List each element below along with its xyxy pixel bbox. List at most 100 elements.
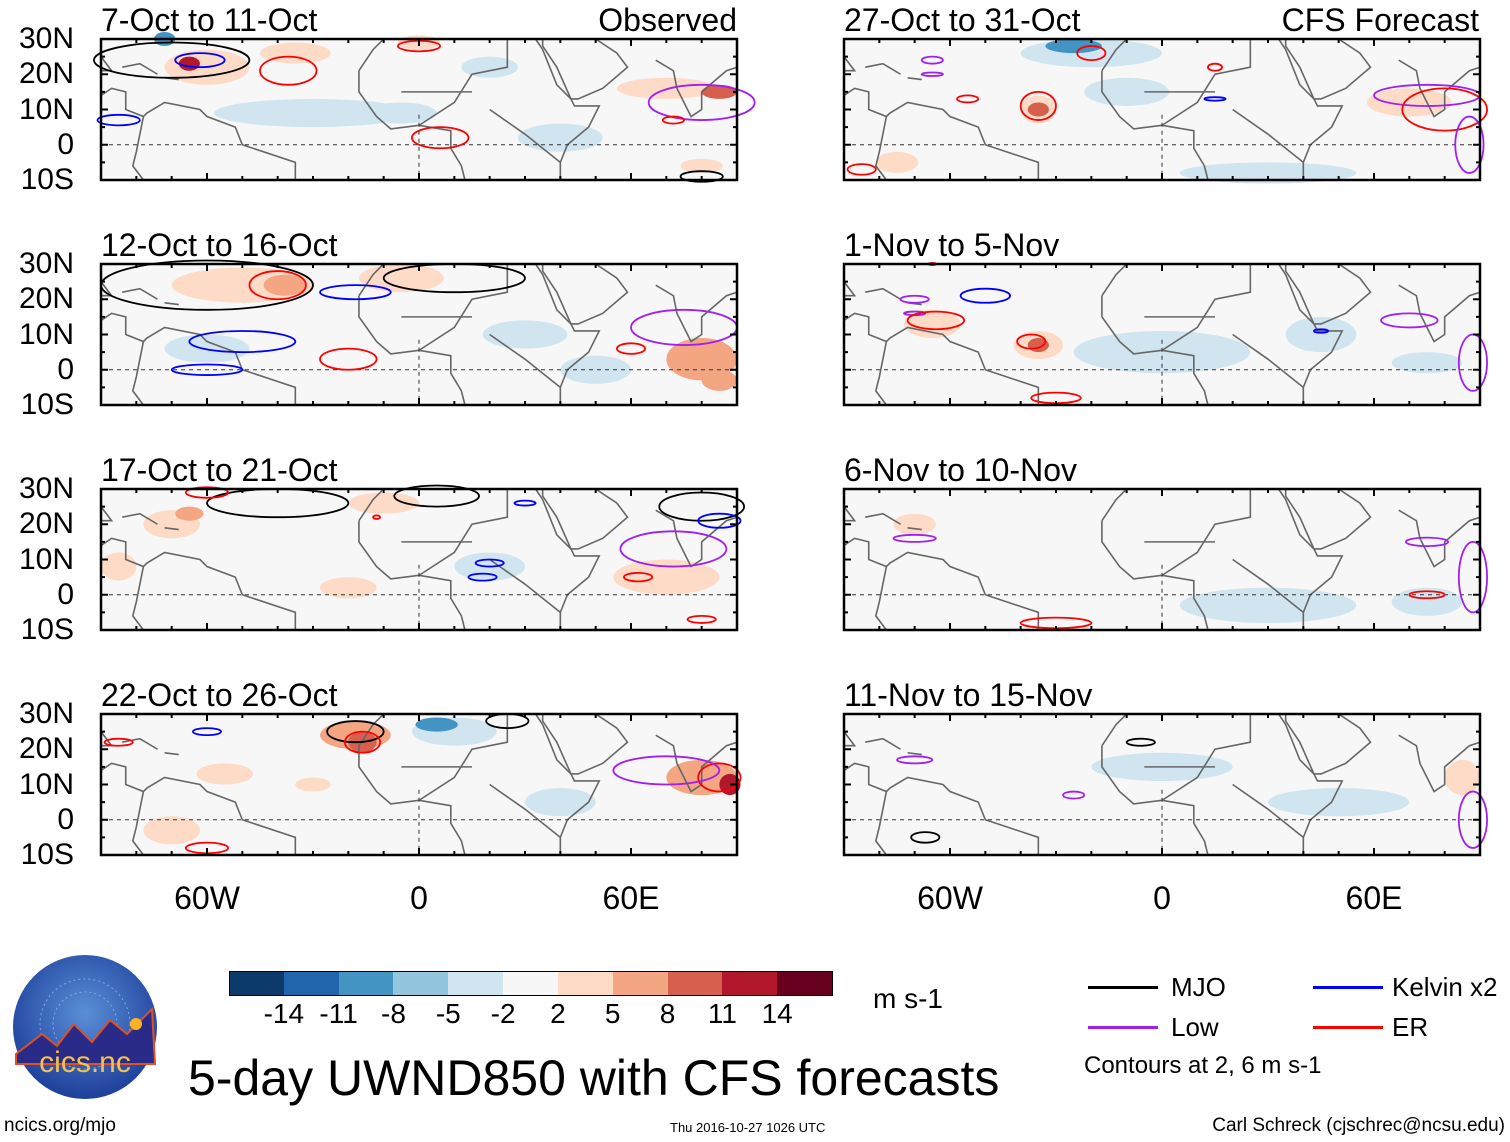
latitude-label: 10N bbox=[18, 767, 74, 801]
colorbar-tick-label: 14 bbox=[761, 998, 793, 1029]
colorbar-tick-label: -8 bbox=[381, 998, 406, 1029]
er-contour bbox=[956, 94, 980, 104]
coastline bbox=[1277, 38, 1344, 180]
panel-title: 17-Oct to 21-Oct bbox=[101, 452, 338, 488]
coastline bbox=[843, 506, 857, 522]
colorbar-tick-label: -2 bbox=[490, 998, 516, 1029]
panel-title: 12-Oct to 16-Oct bbox=[101, 227, 338, 263]
coastline bbox=[874, 566, 888, 631]
mjo-contour bbox=[326, 720, 385, 744]
coastline bbox=[100, 537, 297, 630]
coastline bbox=[418, 39, 509, 127]
coastline bbox=[843, 312, 1040, 405]
map-panel bbox=[93, 31, 756, 183]
colorbar-swatch bbox=[229, 971, 286, 996]
latitude-label: 10S bbox=[20, 388, 74, 421]
coastline bbox=[655, 734, 738, 793]
longitude-label: 0 bbox=[1153, 880, 1171, 916]
latitude-label: 20N bbox=[18, 57, 74, 91]
wind-anomaly-shading bbox=[214, 98, 412, 128]
coastline bbox=[131, 566, 145, 631]
coastline bbox=[1232, 783, 1304, 839]
coastline bbox=[358, 713, 385, 747]
wind-anomaly-shading bbox=[613, 559, 720, 595]
kelvin-contour bbox=[513, 499, 537, 507]
panel-title: 1-Nov to 5-Nov bbox=[844, 227, 1060, 263]
wind-anomaly-shading bbox=[143, 816, 200, 845]
low-contour bbox=[920, 71, 944, 77]
coastline bbox=[122, 287, 158, 300]
coastline bbox=[131, 791, 145, 856]
coastline bbox=[100, 87, 297, 180]
er-contour bbox=[184, 486, 230, 499]
wind-anomaly-shading bbox=[1268, 788, 1410, 817]
colorbar-tick-label: -11 bbox=[319, 998, 358, 1029]
er-contour bbox=[1408, 590, 1446, 600]
latitude-label: 30N bbox=[18, 472, 74, 505]
coastline bbox=[122, 512, 158, 525]
latitude-label: 10S bbox=[20, 163, 74, 196]
wind-anomaly-shading bbox=[178, 56, 200, 71]
coastline bbox=[1277, 488, 1344, 630]
latitude-label: 20N bbox=[18, 282, 74, 316]
longitude-label: 60E bbox=[1345, 880, 1403, 916]
colorbar-swatch bbox=[283, 971, 340, 996]
coastline bbox=[655, 509, 738, 568]
coastline bbox=[1398, 734, 1481, 793]
coastline bbox=[541, 38, 629, 100]
coastline bbox=[1398, 284, 1481, 343]
colorbar-tick-label: -5 bbox=[435, 998, 461, 1029]
wind-anomaly-shading bbox=[1056, 541, 1127, 564]
latitude-label: 10N bbox=[18, 92, 74, 126]
wind-anomaly-shading bbox=[868, 721, 926, 743]
kelvin-contour bbox=[174, 52, 226, 69]
coastline bbox=[534, 713, 601, 855]
map-panel bbox=[842, 487, 1488, 632]
wind-anomaly-shading bbox=[719, 773, 741, 796]
coastline bbox=[1284, 263, 1372, 325]
wind-anomaly-shading bbox=[560, 355, 631, 384]
coastline bbox=[843, 87, 1040, 180]
wind-anomaly-shading bbox=[1179, 587, 1357, 623]
legend-mjo-label: MJO bbox=[1171, 972, 1226, 1002]
coastline bbox=[1398, 59, 1481, 118]
er-contour bbox=[1016, 333, 1047, 350]
wind-anomaly-shading bbox=[875, 151, 919, 173]
er-contour bbox=[1076, 45, 1107, 62]
longitude-label: 60W bbox=[917, 880, 983, 916]
longitude-label: 60E bbox=[602, 880, 660, 916]
coastline bbox=[164, 301, 179, 306]
wind-anomaly-shading bbox=[482, 320, 568, 349]
coastline bbox=[418, 714, 509, 802]
wind-anomaly-shading bbox=[967, 784, 1145, 820]
latitude-label: 20N bbox=[18, 732, 74, 766]
er-contour bbox=[319, 347, 378, 371]
colorbar-swatch bbox=[667, 971, 724, 996]
wind-anomaly-shading bbox=[320, 577, 377, 599]
cfs-forecast-label: CFS Forecast bbox=[1281, 2, 1479, 38]
colorbar-swatch bbox=[557, 971, 614, 996]
low-contour bbox=[920, 55, 944, 65]
low-contour bbox=[892, 533, 937, 543]
coastline bbox=[1161, 714, 1252, 802]
latitude-label: 0 bbox=[57, 802, 74, 836]
coastline bbox=[1101, 488, 1128, 522]
coastline bbox=[865, 512, 901, 525]
cics-logo: cics.nc bbox=[13, 955, 157, 1099]
coastline bbox=[865, 737, 901, 750]
coastline bbox=[418, 489, 509, 577]
colorbar-swatch bbox=[393, 971, 450, 996]
er-contour bbox=[259, 55, 318, 86]
wind-anomaly-shading bbox=[295, 777, 331, 792]
latitude-label: 0 bbox=[57, 127, 74, 161]
er-contour bbox=[697, 762, 742, 793]
colorbar-tick-label: -14 bbox=[263, 998, 305, 1029]
coastline bbox=[843, 281, 857, 297]
map-panel bbox=[99, 712, 742, 857]
colorbar-tick-label: 8 bbox=[659, 998, 676, 1029]
legend-kelvin-label: Kelvin x2 bbox=[1392, 972, 1498, 1002]
kelvin-contour bbox=[1313, 328, 1329, 334]
er-contour bbox=[661, 115, 685, 125]
er-contour bbox=[1401, 87, 1488, 132]
coastline bbox=[164, 526, 179, 531]
